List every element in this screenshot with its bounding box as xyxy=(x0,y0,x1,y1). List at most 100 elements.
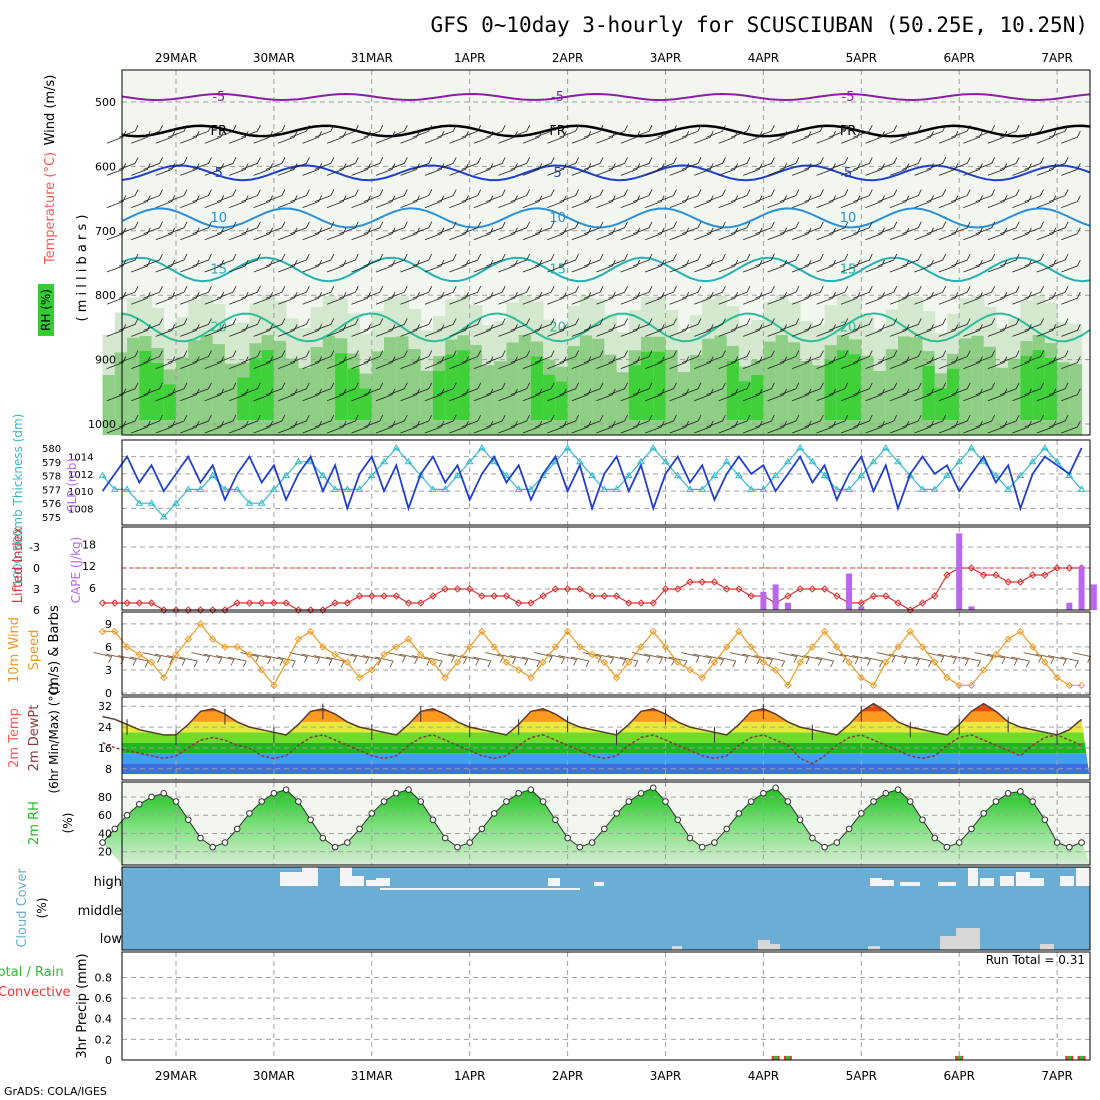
wind-barb xyxy=(791,227,812,241)
rh2m-point xyxy=(552,816,559,824)
wind10-barb xyxy=(154,653,174,665)
wind10-barb xyxy=(277,656,296,668)
wind-barb xyxy=(657,286,677,299)
wind-speed-point xyxy=(429,658,437,666)
wind-barb xyxy=(571,356,592,369)
rh2m-point xyxy=(564,834,571,842)
rh2m-point xyxy=(919,816,926,824)
temp-tick-label: 24 xyxy=(98,721,112,734)
wind-barb xyxy=(486,382,506,396)
lifted-index-point xyxy=(343,599,352,607)
thickness-point xyxy=(355,485,364,492)
lifted-index-point xyxy=(979,571,988,579)
cloud-ylabel: Cloud Cover xyxy=(15,868,30,948)
lifted-index-point xyxy=(404,599,413,607)
wind-barb xyxy=(351,420,371,434)
cape-bar xyxy=(772,584,779,610)
wind-barb xyxy=(449,420,469,434)
wind10-barb xyxy=(925,652,945,663)
wind-barb xyxy=(706,414,726,428)
wind-barb xyxy=(938,388,959,402)
wind-barb xyxy=(412,382,433,396)
isotherm-label: 5 xyxy=(215,166,223,181)
wind-speed-point xyxy=(563,627,572,636)
wind-barb xyxy=(547,292,567,305)
wind10-barb xyxy=(485,652,504,663)
wind-barb xyxy=(853,350,873,363)
wind-speed-point xyxy=(478,627,486,636)
thickness-point xyxy=(172,499,180,506)
lifted-index-point xyxy=(331,599,339,607)
wind-barb xyxy=(694,420,714,434)
wind-barb xyxy=(816,292,836,305)
wind-barb xyxy=(204,356,225,369)
wind10-barb xyxy=(142,652,162,663)
wind-barb xyxy=(326,163,347,176)
rh2m-point xyxy=(99,839,106,846)
lifted-index-point xyxy=(551,585,560,593)
wind-barb xyxy=(510,125,531,138)
wind-barb xyxy=(767,292,787,305)
rh-band-mid xyxy=(677,372,691,435)
wind-barb xyxy=(669,259,690,273)
wind-barb xyxy=(277,388,298,402)
wind-barb xyxy=(987,131,1008,144)
rh-band-high xyxy=(653,351,666,420)
wind-barb xyxy=(498,356,518,369)
rh2m-point xyxy=(760,790,767,797)
wind-barb xyxy=(877,286,898,299)
rh-band-mid xyxy=(176,357,189,435)
wind-barb xyxy=(791,356,812,369)
lifted-index-point xyxy=(160,606,168,614)
wind-barb xyxy=(547,356,567,369)
wind-barb xyxy=(229,388,249,402)
wind-barb xyxy=(1024,350,1044,363)
lifted-index-point xyxy=(563,585,572,593)
lifted-index-point xyxy=(698,578,706,586)
wind-speed-point xyxy=(918,643,927,651)
wind-barb xyxy=(865,388,885,402)
lifted-index-point xyxy=(784,592,792,600)
rh2m-point xyxy=(441,834,449,842)
rh2m-point xyxy=(588,839,596,846)
wind-barb xyxy=(596,324,616,337)
rh-band-high xyxy=(641,351,654,420)
wind-barb xyxy=(265,221,286,235)
wind-barb xyxy=(828,350,849,363)
wind-speed-point xyxy=(906,627,914,636)
wind-barb xyxy=(718,195,739,208)
wind-barb xyxy=(326,420,347,434)
wind-barb xyxy=(388,157,408,170)
wind-barb xyxy=(669,356,690,369)
wind-barb xyxy=(131,259,151,273)
date-tick-top: 3APR xyxy=(650,51,681,65)
wind-barb xyxy=(522,227,543,241)
wind-barb xyxy=(559,286,579,299)
wind10-barb xyxy=(203,653,223,665)
wind-barb xyxy=(645,292,665,305)
wind-barb xyxy=(326,292,347,305)
wind-barb xyxy=(669,420,690,434)
wind-barb xyxy=(865,356,885,369)
wind-tick-label: 9 xyxy=(105,618,112,631)
wind-barb xyxy=(106,195,127,208)
wind-barb xyxy=(963,420,983,434)
wind-barb xyxy=(229,195,249,208)
rh-band-mid xyxy=(567,346,581,435)
wind-barb xyxy=(1036,420,1057,434)
wind-barb xyxy=(694,195,714,208)
wind-barb xyxy=(877,414,898,428)
wind-barb xyxy=(694,292,714,305)
cape-bar xyxy=(1090,584,1097,610)
rh2m-point xyxy=(380,798,388,805)
cloud-panel-frame xyxy=(121,866,1091,951)
wind-barb xyxy=(706,125,726,138)
wind-barb xyxy=(779,382,800,396)
wind-barb xyxy=(412,318,433,331)
wind-barb xyxy=(253,195,274,208)
rh2m-point xyxy=(601,825,608,833)
wind-speed-point xyxy=(845,658,853,666)
wind-barb xyxy=(277,356,298,369)
cloud-low-block xyxy=(956,928,980,950)
wind10-barb xyxy=(815,656,835,668)
